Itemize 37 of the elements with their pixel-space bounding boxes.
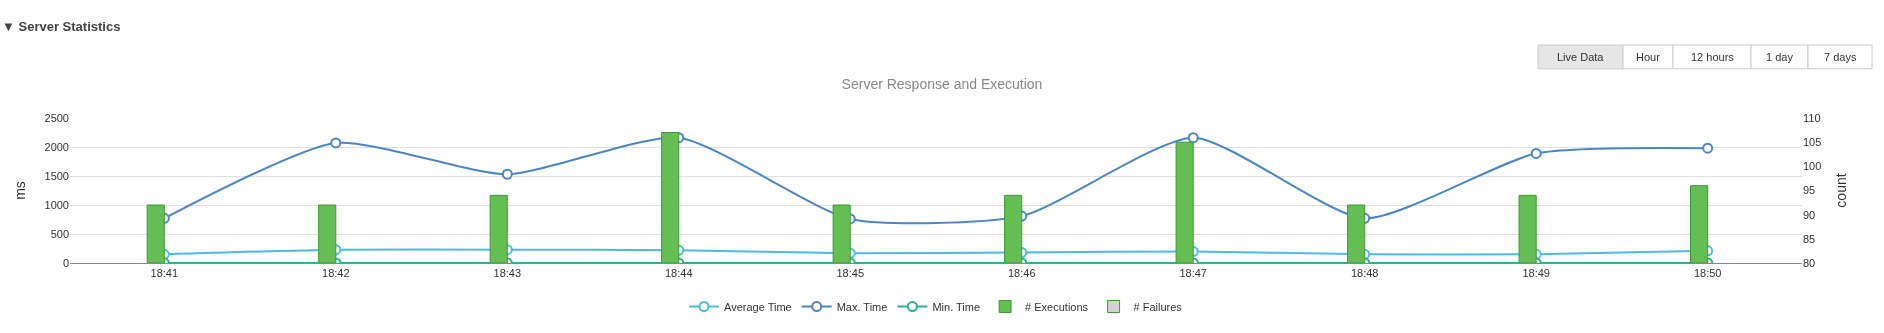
y2-tick-label: 90 [1803,208,1816,221]
x-tick-label: 18:47 [1179,267,1207,280]
y-tick-label: 2500 [44,111,69,124]
text: Live Data [1557,51,1605,63]
y2-tick-label: 80 [1803,256,1816,269]
y2-tick-label: 95 [1803,184,1816,197]
y-axis-title: ms [12,181,29,200]
text: 7 days [1824,51,1857,63]
y2-tick-label: 100 [1803,160,1822,173]
text: Hour [1636,51,1661,63]
legend-label: Min. Time [932,300,981,313]
y-tick-label: 0 [62,256,69,269]
x-tick-label: 18:41 [150,267,179,280]
x-tick-label: 18:43 [493,267,522,280]
text: 12 hours [1691,51,1735,63]
legend-label: Max. Time [836,300,888,313]
y2-axis-title: count [1832,173,1849,208]
x-tick-label: 18:45 [836,267,865,280]
legend-label: # Failures [1133,300,1183,313]
x-tick-label: 18:42 [322,267,350,280]
x-tick-label: 18:50 [1693,267,1722,280]
legend-label: # Executions [1025,300,1089,313]
y-tick-label: 2000 [44,140,69,153]
y-tick-label: 500 [50,227,69,240]
y2-tick-label: 110 [1803,111,1821,124]
x-tick-label: 18:44 [665,267,693,280]
chart-title: Server Response and Execution [841,75,1043,92]
x-tick-label: 18:49 [1522,267,1550,280]
y2-tick-label: 105 [1803,136,1822,149]
y-tick-label: 1000 [44,198,69,211]
x-tick-label: 18:46 [1007,267,1036,280]
y2-tick-label: 85 [1803,232,1816,245]
legend-label: Average Time [724,300,792,313]
y-tick-label: 1500 [44,169,69,182]
x-tick-label: 18:48 [1350,267,1379,280]
text: 1 day [1766,51,1794,63]
text: ▼ Server Statistics [2,19,121,34]
